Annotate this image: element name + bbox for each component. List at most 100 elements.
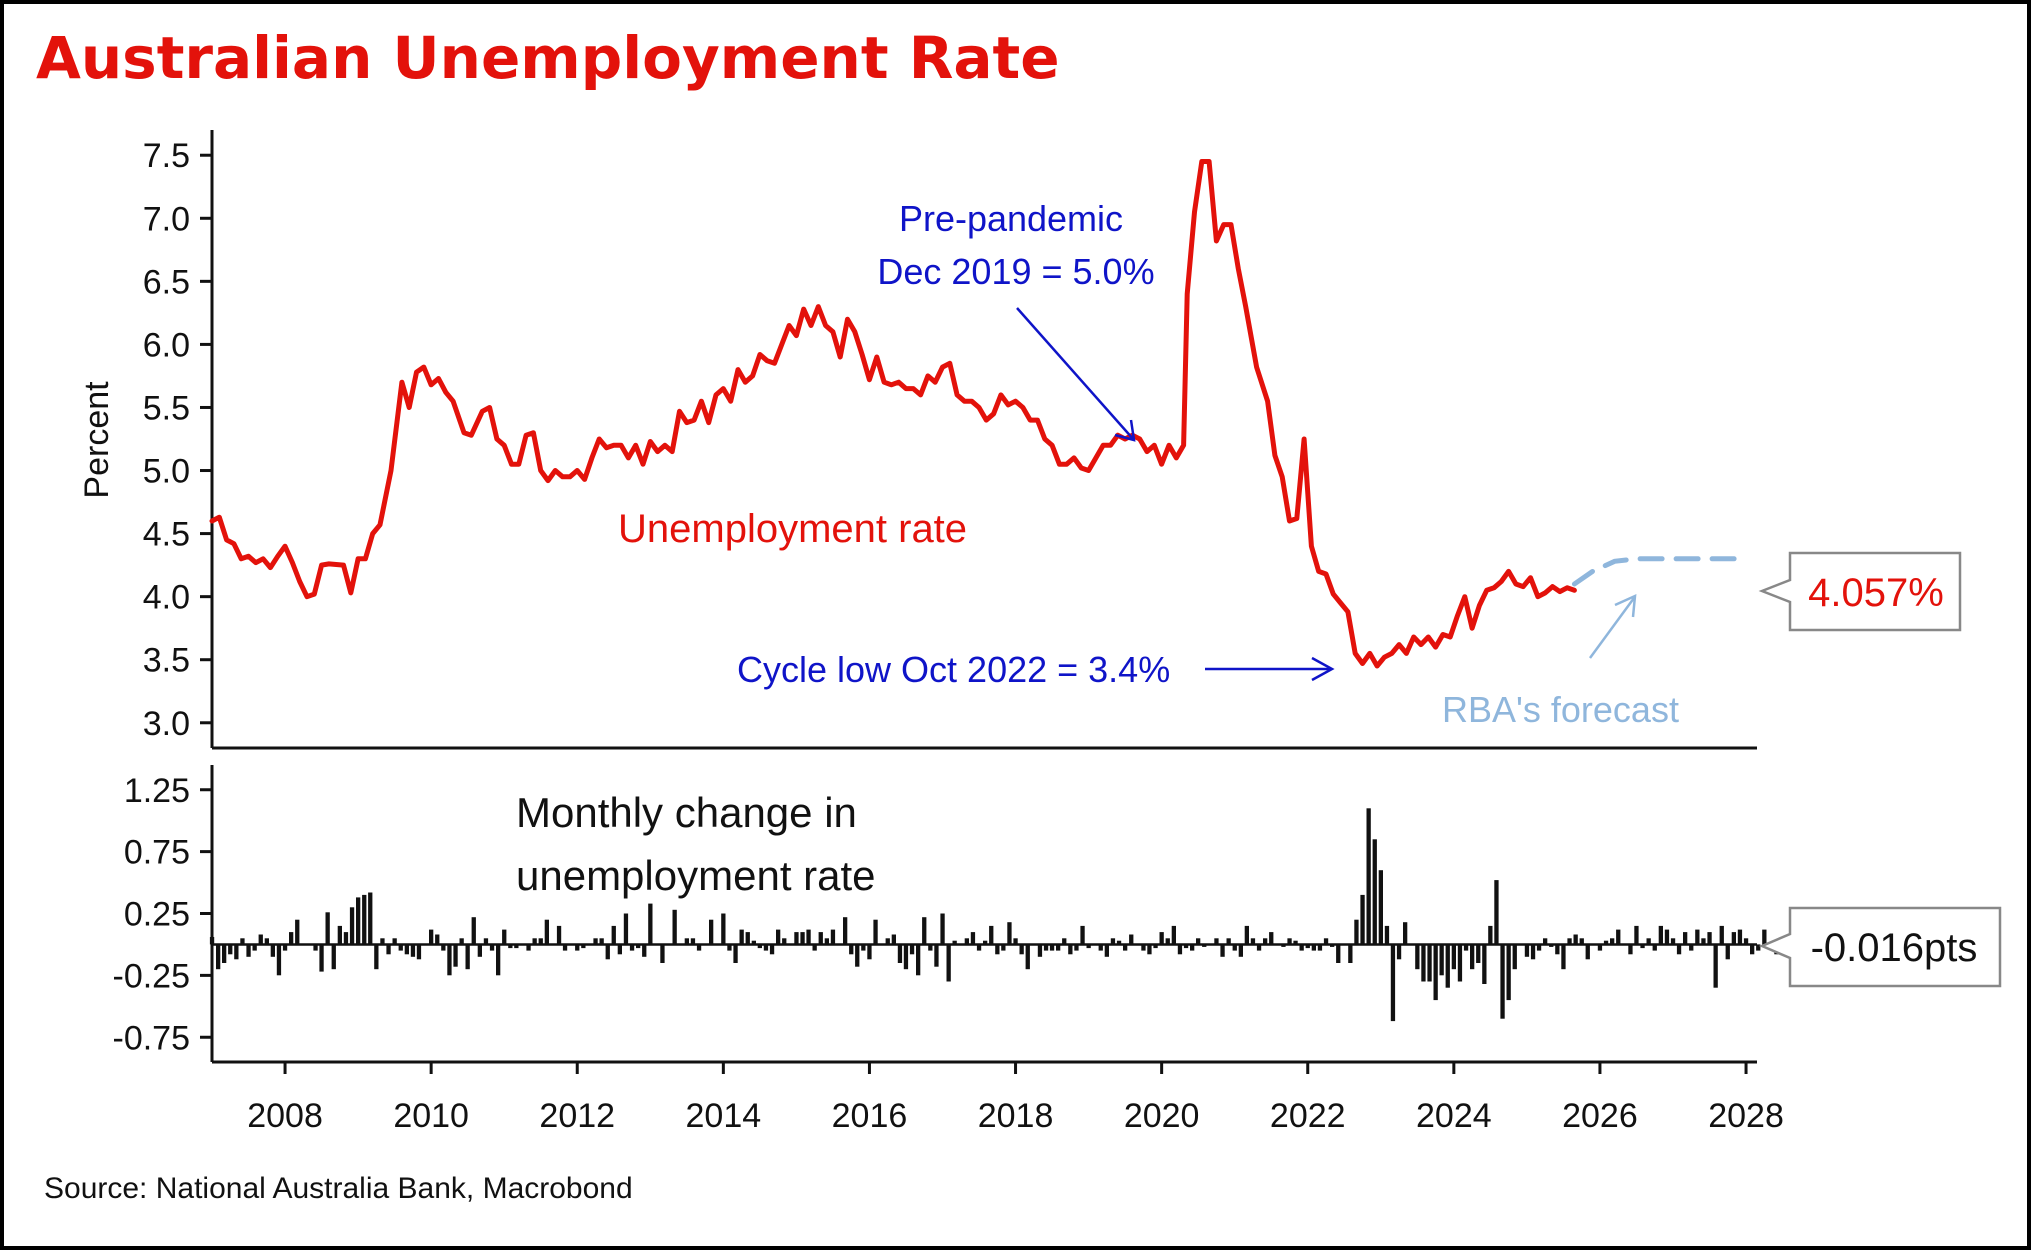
monthly-change-bar — [392, 938, 397, 945]
monthly-change-bar — [319, 944, 324, 972]
top-y-tick-label: 5.5 — [143, 389, 190, 427]
monthly-change-bar — [1445, 944, 1450, 988]
monthly-change-bar — [301, 944, 306, 946]
monthly-change-bar — [1482, 944, 1487, 984]
monthly-change-bar — [642, 944, 647, 957]
monthly-change-bar — [739, 929, 744, 945]
monthly-change-bar — [1616, 929, 1621, 945]
monthly-change-bar — [849, 944, 854, 955]
monthly-change-bar — [441, 944, 446, 951]
monthly-change-bar — [690, 938, 696, 945]
monthly-change-bar — [343, 932, 349, 945]
monthly-change-bar — [240, 938, 245, 945]
monthly-change-bar — [264, 938, 269, 945]
monthly-change-bar — [1476, 944, 1481, 963]
monthly-change-bar — [788, 944, 793, 946]
top-y-tick-label: 6.5 — [143, 263, 190, 301]
monthly-change-bar — [1159, 932, 1164, 945]
monthly-change-bar — [879, 944, 884, 946]
monthly-change-bar — [1415, 944, 1420, 970]
monthly-change-bar — [940, 913, 945, 945]
monthly-change-bar — [678, 944, 683, 946]
monthly-change-bar — [916, 944, 921, 976]
monthly-change-bar — [1208, 944, 1213, 946]
monthly-change-bar — [703, 944, 708, 946]
monthly-change-bar — [1433, 944, 1438, 1001]
monthly-change-bar — [1129, 934, 1134, 945]
monthly-change-bar — [1080, 925, 1085, 945]
monthly-change-bar — [800, 932, 805, 945]
monthly-change-bar — [946, 944, 951, 982]
pre-pandemic-label-line2: Dec 2019 = 5.0% — [877, 251, 1154, 292]
monthly-change-bar — [429, 929, 434, 945]
bottom-y-tick-label: -0.25 — [113, 957, 191, 995]
monthly-change-bar — [1378, 870, 1383, 945]
monthly-change-label-line1: Monthly change in — [516, 789, 857, 836]
monthly-change-bar — [1098, 944, 1103, 951]
monthly-change-bar — [575, 944, 580, 951]
monthly-change-bar — [1196, 938, 1201, 945]
monthly-change-bar — [587, 944, 592, 946]
monthly-change-bar — [1628, 944, 1633, 955]
monthly-change-bar — [1147, 944, 1152, 955]
monthly-change-bar — [672, 909, 677, 945]
bottom-y-tick-label: 0.25 — [124, 896, 190, 934]
monthly-change-bar — [526, 944, 531, 951]
monthly-change-bar — [356, 897, 361, 945]
monthly-change-bar — [715, 944, 720, 946]
monthly-change-bar — [1567, 938, 1572, 945]
monthly-change-bar — [1360, 894, 1365, 945]
monthly-change-bar — [666, 944, 671, 946]
monthly-change-bar — [1323, 938, 1329, 945]
rate-series-label: Unemployment rate — [618, 507, 967, 551]
monthly-change-bar — [282, 944, 288, 951]
monthly-change-bar — [1305, 944, 1310, 949]
monthly-change-bar — [222, 944, 227, 963]
monthly-change-bar — [520, 944, 525, 946]
monthly-change-bar — [909, 944, 915, 955]
monthly-change-bar — [1750, 944, 1755, 955]
monthly-change-bar — [1603, 940, 1609, 945]
monthly-change-bar — [976, 944, 982, 951]
monthly-change-bar — [368, 892, 373, 945]
monthly-change-bar — [733, 944, 738, 963]
monthly-change-bar — [422, 944, 428, 946]
monthly-change-bar — [1439, 944, 1444, 976]
monthly-change-bar — [1135, 944, 1140, 946]
monthly-change-bar — [952, 940, 957, 945]
monthly-change-bar — [362, 894, 367, 945]
monthly-change-bar — [1074, 944, 1079, 951]
monthly-change-bar — [1153, 944, 1158, 949]
x-tick-label: 2020 — [1124, 1097, 1200, 1135]
monthly-change-bar — [617, 944, 622, 955]
monthly-change-bar — [769, 944, 775, 955]
monthly-change-bar — [812, 944, 817, 951]
monthly-change-bar — [1488, 925, 1493, 945]
monthly-change-bar — [550, 944, 556, 946]
monthly-change-bar — [1506, 944, 1511, 1001]
monthly-change-bar — [1250, 938, 1256, 945]
monthly-change-bar — [1579, 938, 1584, 945]
monthly-change-bar — [538, 938, 543, 945]
monthly-change-bar — [745, 932, 750, 945]
monthly-change-bar — [1463, 944, 1469, 951]
monthly-change-bar — [1591, 944, 1596, 946]
monthly-change-bar — [1232, 944, 1237, 951]
rba-forecast-arrow — [1588, 597, 1636, 659]
top-y-tick-label: 7.0 — [143, 200, 190, 238]
monthly-change-bar — [1019, 944, 1024, 955]
monthly-change-bar — [1610, 938, 1615, 945]
monthly-change-bar — [757, 944, 762, 949]
monthly-change-bar — [1384, 925, 1390, 945]
monthly-change-bar — [1281, 944, 1286, 947]
monthly-change-bar — [1110, 938, 1116, 945]
monthly-change-bar — [1701, 938, 1706, 945]
monthly-change-bar — [782, 938, 787, 945]
monthly-change-bar — [1165, 938, 1170, 945]
top-y-tick-label: 3.5 — [143, 642, 190, 680]
monthly-change-bar — [209, 937, 215, 945]
monthly-change-bar — [1725, 944, 1730, 960]
monthly-change-bar — [836, 944, 842, 946]
monthly-change-bar — [1372, 839, 1377, 945]
